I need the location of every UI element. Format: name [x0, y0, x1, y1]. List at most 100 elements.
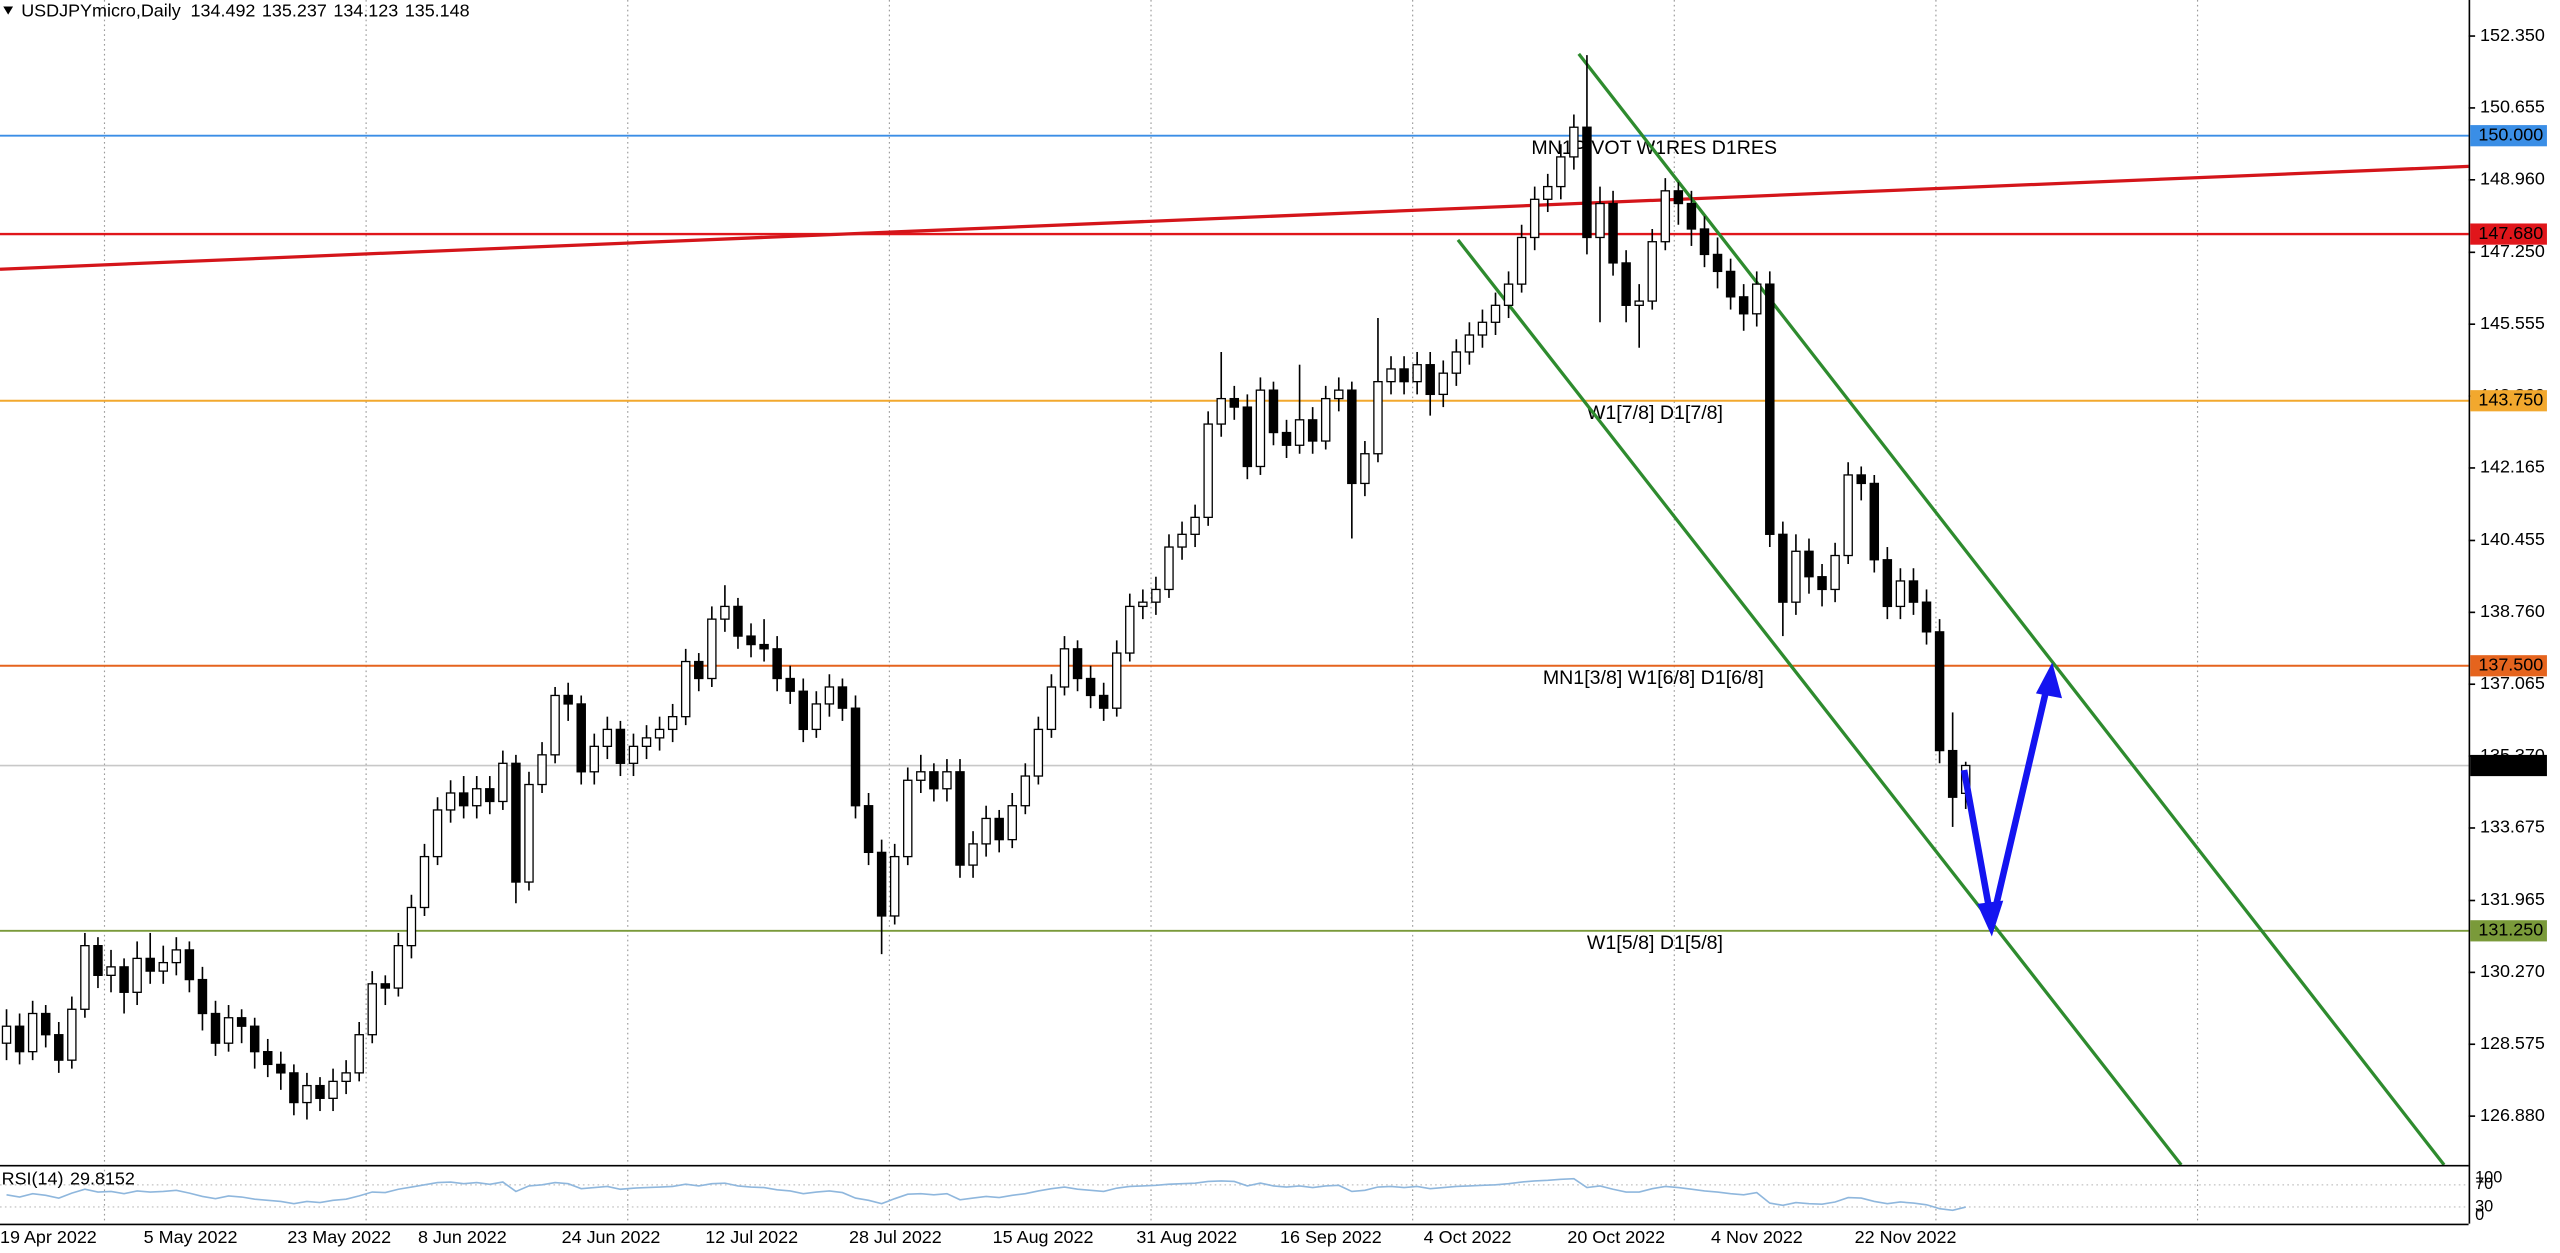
candle-body [550, 694, 560, 756]
rsi-line [6, 1177, 1966, 1212]
y-tick-label: 138.760 [2480, 601, 2545, 621]
level-text: MN1PIVOT W1RES D1RES [1531, 137, 1777, 159]
candle-body [328, 1080, 338, 1099]
candle-body [93, 945, 103, 976]
candle-body [1543, 185, 1553, 200]
candle-body [942, 771, 952, 790]
candle-body [720, 605, 730, 620]
candle-body [1621, 262, 1631, 306]
candle-body [1320, 397, 1331, 442]
candles [1, 55, 1971, 1120]
candle-body [1112, 652, 1122, 709]
price-axis: 152.350150.655148.960147.250145.555143.8… [2468, 25, 2547, 1125]
level-text: W1[7/8] D1[7/8] [1587, 402, 1723, 424]
arrow-head [2035, 662, 2063, 699]
candle-body [602, 728, 613, 748]
candle-body [1634, 300, 1644, 306]
candle-body [1490, 304, 1501, 323]
candle-body [419, 855, 430, 909]
candle-body [1242, 406, 1253, 468]
y-tick-label: 148.960 [2480, 169, 2545, 189]
level-price-box [2470, 920, 2547, 942]
symbol: USDJPYmicro,Daily [21, 0, 181, 20]
candle-body [106, 966, 116, 976]
level-price-box [2470, 125, 2547, 147]
level-price-label: 131.250 [2478, 920, 2543, 940]
candle-body [341, 1072, 351, 1083]
candle-body [1778, 533, 1788, 603]
y-tick-label: 131.965 [2480, 889, 2545, 909]
high: 135.237 [262, 0, 327, 20]
candle-body [1752, 283, 1762, 315]
candle-body [654, 728, 665, 739]
rsi-tick-label: 30 [2475, 1197, 2493, 1215]
current-price-label: 135.148 [2478, 754, 2543, 774]
candle-body [1529, 198, 1540, 239]
candle-body [1138, 601, 1148, 608]
candle-body [263, 1051, 273, 1066]
candle-body [498, 762, 508, 803]
candle-body [1738, 296, 1749, 315]
candle-body [458, 792, 469, 807]
candle-body [1072, 648, 1083, 680]
level-text: W1[5/8] D1[5/8] [1587, 932, 1723, 954]
level-price-label: 143.750 [2478, 389, 2543, 409]
candle-body [1386, 368, 1396, 383]
candle-body [563, 694, 573, 705]
trend-line [0, 164, 2469, 271]
candle-body [1334, 389, 1344, 400]
candle-body [524, 783, 534, 883]
grid [103, 0, 2199, 1224]
rsi-tick-label: 70 [2475, 1175, 2493, 1193]
x-tick-label: 4 Nov 2022 [1711, 1227, 1803, 1247]
candle-body [863, 805, 874, 854]
candle-body [1908, 580, 1919, 603]
candle-body [223, 1017, 234, 1044]
x-tick-label: 4 Oct 2022 [1424, 1227, 1512, 1247]
candle-body [1830, 554, 1840, 591]
x-tick-label: 8 Jun 2022 [418, 1227, 507, 1247]
x-tick-label: 24 Jun 2022 [562, 1227, 661, 1247]
candle-body [302, 1084, 312, 1104]
candle-body [916, 771, 926, 781]
candle-body [1869, 482, 1880, 561]
level-price-box [2470, 223, 2547, 245]
candle-body [1268, 389, 1279, 434]
x-tick-label: 5 May 2022 [144, 1227, 238, 1247]
rsi-header: RSI(14) 29.8152 [2, 1168, 135, 1188]
candle-body [798, 690, 808, 731]
candle-body [249, 1025, 260, 1053]
candle-body [380, 983, 391, 989]
candle-body [1085, 677, 1096, 697]
candle-body [315, 1084, 325, 1099]
candle-body [628, 745, 639, 764]
candle-body [236, 1017, 247, 1027]
candle-body [1947, 749, 1958, 798]
rsi-tick-label: 100 [2475, 1168, 2502, 1186]
candle-body [1125, 605, 1135, 654]
candle-body [1412, 364, 1422, 383]
candle-body [667, 716, 678, 731]
candle-body [1216, 397, 1226, 425]
candle-body [615, 728, 626, 764]
candle-body [393, 945, 404, 989]
candle-body [759, 643, 769, 650]
x-tick-label: 19 Apr 2022 [0, 1227, 97, 1247]
candle-body [1647, 241, 1657, 302]
candle-body [1503, 283, 1514, 306]
candle-body [1582, 126, 1592, 239]
candle-body [746, 635, 756, 646]
candle-body [968, 843, 978, 866]
candle-body [1699, 228, 1710, 256]
rsi-tick-label: 0 [2475, 1206, 2484, 1224]
candle-body [1556, 156, 1566, 188]
candle-body [367, 983, 377, 1036]
candle-body [1020, 775, 1031, 807]
candle-body [1059, 648, 1070, 688]
candle-body [1203, 423, 1213, 519]
y-tick-label: 152.350 [2480, 25, 2545, 45]
x-tick-label: 28 Jul 2022 [849, 1227, 942, 1247]
candle-body [289, 1072, 299, 1104]
